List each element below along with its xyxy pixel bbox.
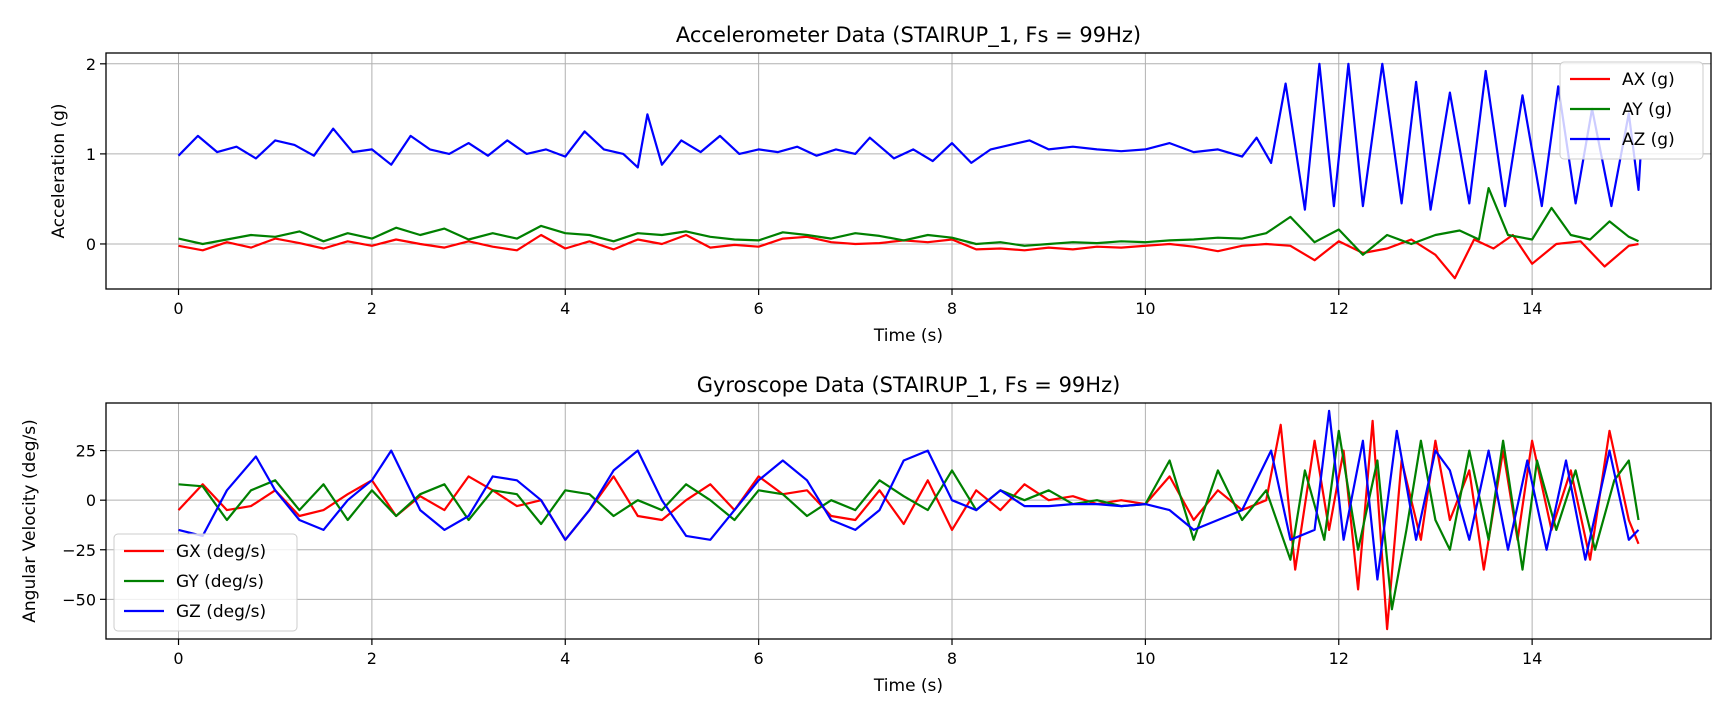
legend-label: AZ (g) [1622, 130, 1675, 150]
series-line-gz [178, 409, 1640, 581]
legend: GX (deg/s) GY (deg/s) GZ (deg/s) [113, 533, 298, 632]
y-tick-label: 2 [86, 55, 96, 74]
y-tick-label: −25 [62, 541, 96, 560]
legend: AX (g) AY (g) AZ (g) [1559, 61, 1704, 160]
x-tick-label: 10 [1135, 299, 1155, 318]
x-tick-label: 14 [1522, 299, 1542, 318]
x-tick-label: 4 [560, 649, 570, 668]
series-line-ay [178, 187, 1639, 256]
x-axis-label: Time (s) [873, 676, 943, 696]
y-tick-label: 25 [76, 442, 96, 461]
x-tick-label: 8 [947, 299, 957, 318]
x-tick-label: 0 [173, 649, 183, 668]
x-tick-label: 2 [367, 299, 377, 318]
axes-frame [105, 402, 1712, 640]
series-line-az [177, 62, 1642, 211]
x-tick-label: 10 [1135, 649, 1155, 668]
x-tick-label: 12 [1329, 649, 1349, 668]
subplot-2: 0 2 4 6 8 10 12 14 25 0 −25 −50 Gyroscope Data (STAI… [20, 373, 1712, 696]
x-tick-label: 14 [1522, 649, 1542, 668]
chart-title: Gyroscope Data (STAIRUP_1, Fs = 99Hz) [697, 373, 1121, 398]
chart-title: Accelerometer Data (STAIRUP_1, Fs = 99Hz… [676, 23, 1141, 48]
legend-label: GY (deg/s) [176, 572, 264, 592]
legend-box [1559, 61, 1704, 160]
x-axis-label: Time (s) [873, 326, 943, 346]
legend-label: GX (deg/s) [176, 542, 266, 562]
legend-label: AY (g) [1622, 100, 1672, 120]
axes-frame [105, 52, 1712, 290]
y-tick-label: 1 [86, 145, 96, 164]
y-tick-label: 0 [86, 491, 96, 510]
y-tick-label: −50 [62, 590, 96, 609]
legend-label: GZ (deg/s) [176, 602, 266, 622]
x-tick-label: 12 [1329, 299, 1349, 318]
series-line-gx [177, 419, 1640, 631]
x-tick-label: 6 [754, 299, 764, 318]
x-tick-label: 6 [754, 649, 764, 668]
legend-box [113, 533, 298, 632]
x-tick-label: 8 [947, 649, 957, 668]
x-tick-label: 0 [173, 299, 183, 318]
series-line-ax [178, 233, 1639, 280]
x-tick-label: 4 [560, 299, 570, 318]
legend-label: AX (g) [1622, 70, 1675, 90]
y-axis-label: Angular Velocity (deg/s) [20, 419, 40, 623]
y-axis-label: Acceleration (g) [49, 103, 69, 238]
x-tick-label: 2 [367, 649, 377, 668]
y-tick-label: 0 [86, 235, 96, 254]
